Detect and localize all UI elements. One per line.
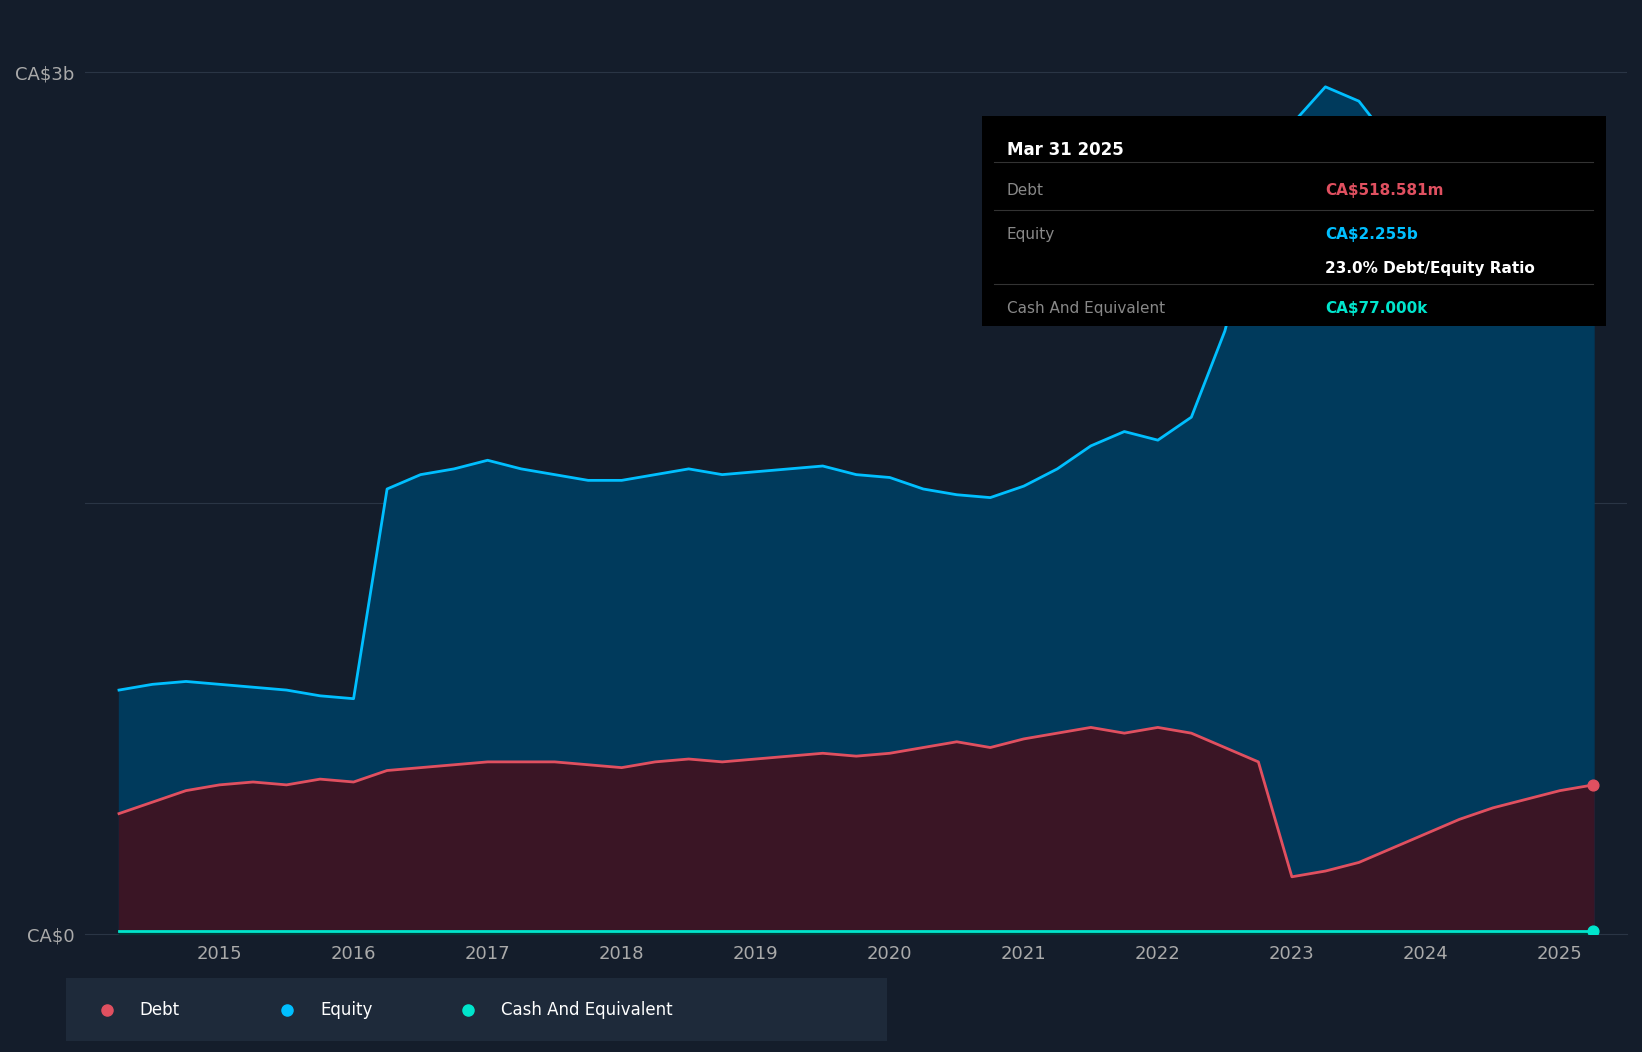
Text: 23.0% Debt/Equity Ratio: 23.0% Debt/Equity Ratio	[1325, 261, 1535, 276]
Point	[1580, 923, 1606, 939]
Text: Cash And Equivalent: Cash And Equivalent	[1007, 301, 1166, 316]
Text: CA$518.581m: CA$518.581m	[1325, 183, 1443, 198]
Text: CA$2.255b: CA$2.255b	[1325, 227, 1417, 242]
Text: Debt: Debt	[140, 1000, 179, 1019]
Point	[1580, 207, 1606, 224]
Text: Debt: Debt	[1007, 183, 1044, 198]
Text: Mar 31 2025: Mar 31 2025	[1007, 141, 1123, 159]
Text: CA$77.000k: CA$77.000k	[1325, 301, 1427, 316]
Text: Equity: Equity	[320, 1000, 373, 1019]
Text: Cash And Equivalent: Cash And Equivalent	[501, 1000, 673, 1019]
Text: Equity: Equity	[1007, 227, 1056, 242]
Point	[1580, 776, 1606, 793]
